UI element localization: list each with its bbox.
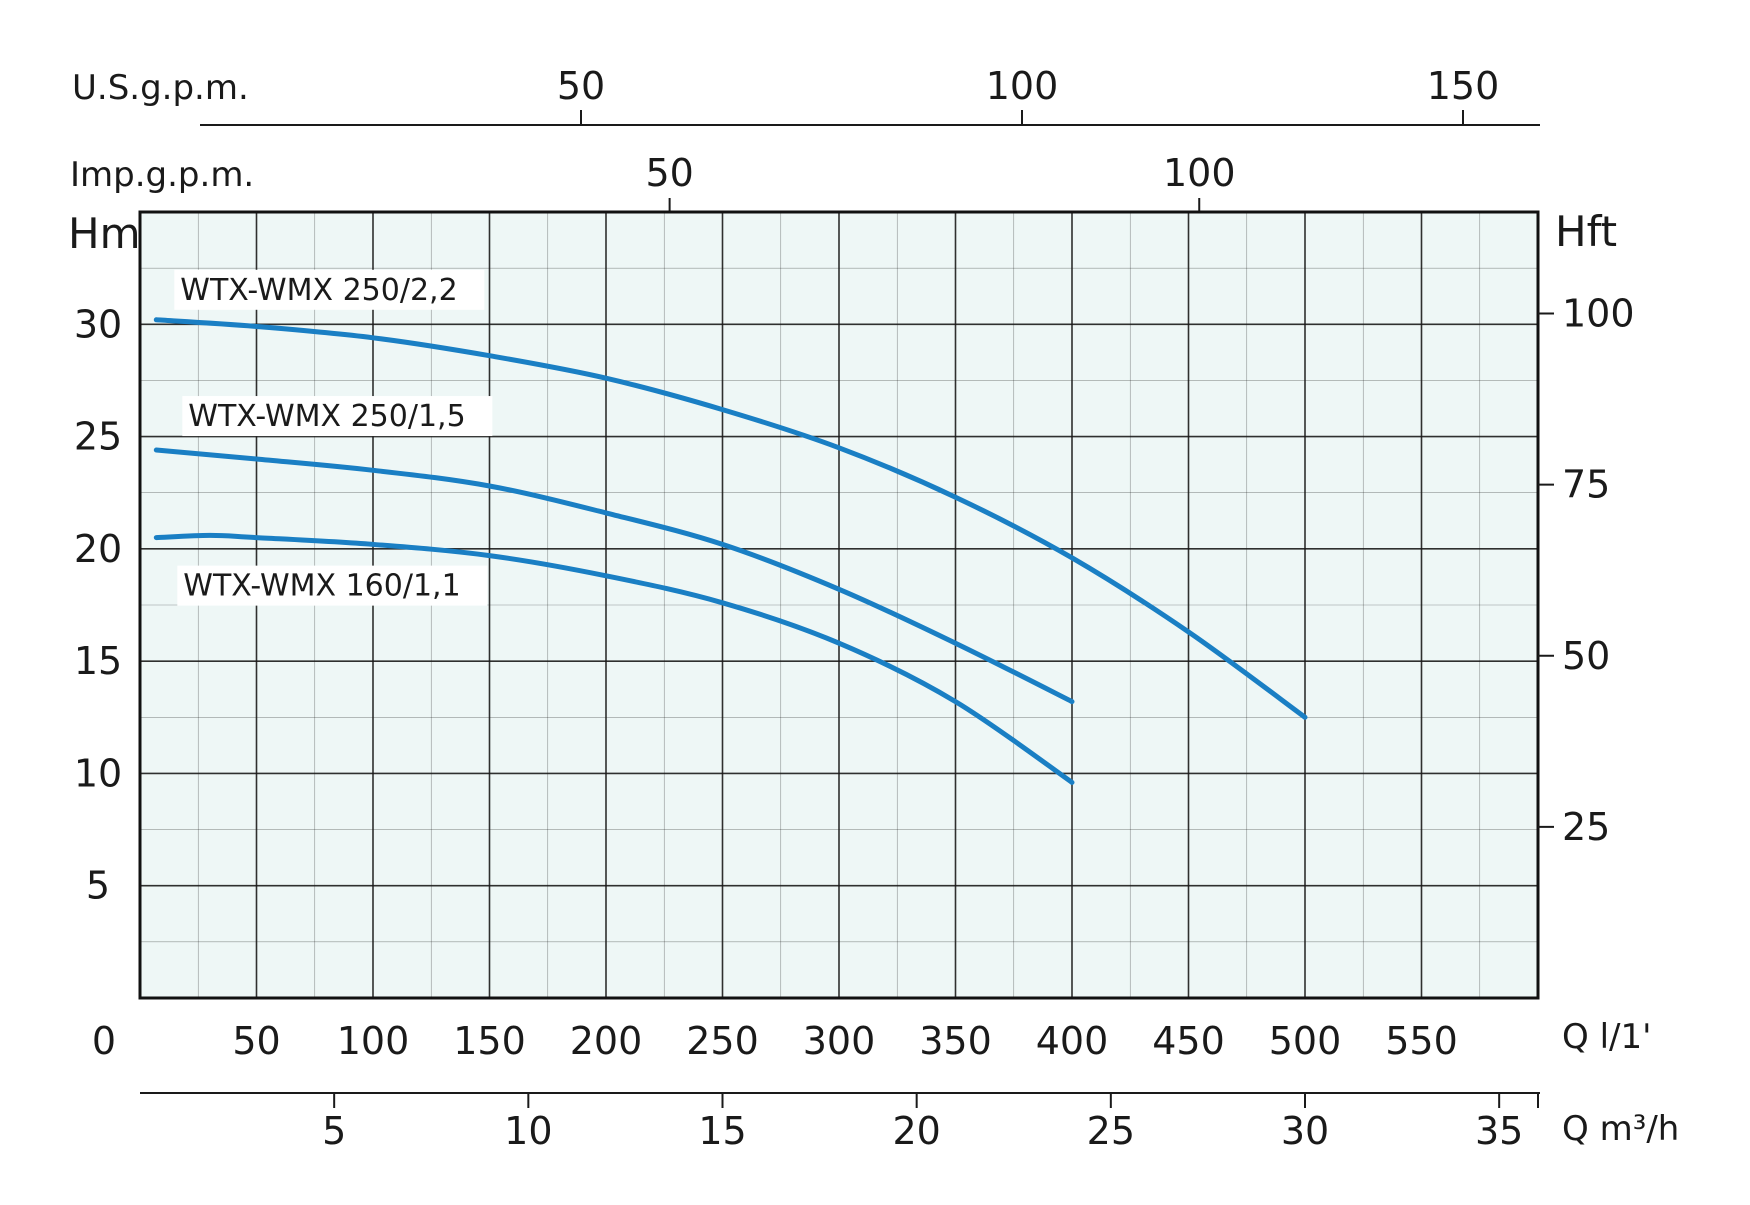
x-tick-label: 50	[232, 1019, 280, 1063]
usgpm-tick-label: 150	[1427, 64, 1500, 108]
m3h-tick-label: 35	[1475, 1109, 1523, 1153]
curve-line	[153, 447, 1075, 705]
x-tick-label: 450	[1152, 1019, 1225, 1063]
curve-label: WTX-WMX 250/2,2	[180, 273, 457, 308]
m3h-tick-label: 25	[1087, 1109, 1135, 1153]
y-right-tick-label: 50	[1562, 634, 1610, 678]
y-tick-label: 30	[74, 302, 122, 346]
y-right-axis-ticks: 25 50 75 100	[1538, 292, 1635, 849]
m3h-tick-label: 20	[892, 1109, 940, 1153]
usgpm-axis: U.S.g.p.m. 50 100 150	[72, 64, 1540, 126]
x-tick-label: 200	[570, 1019, 643, 1063]
curves	[153, 317, 1308, 785]
usgpm-axis-label: U.S.g.p.m.	[72, 68, 249, 108]
y-right-tick-label: 25	[1562, 805, 1610, 849]
impgpm-axis: Imp.g.p.m. 50 100	[70, 151, 1236, 212]
x-tick-label: 150	[453, 1019, 526, 1063]
curve-label: WTX-WMX 250/1,5	[188, 399, 465, 434]
m3h-tick-label: 5	[322, 1109, 346, 1153]
y-right-tick-label: 100	[1562, 292, 1635, 336]
y-axis-label: Hm	[68, 209, 141, 258]
curve-line	[153, 532, 1075, 785]
usgpm-tick-label: 50	[557, 64, 605, 108]
x-tick-label: 100	[337, 1019, 410, 1063]
curve-line	[153, 317, 1308, 720]
x-tick-label: 250	[686, 1019, 759, 1063]
y-right-tick-label: 75	[1562, 463, 1610, 507]
curve-label-bg	[174, 269, 485, 310]
x-axis-ticks: 0 50 100 150 200 250 300 350 400 450 500 550	[92, 1019, 1458, 1063]
usgpm-tick-label: 100	[986, 64, 1059, 108]
y-tick-label: 10	[74, 751, 122, 795]
y-tick-label: 5	[86, 864, 110, 908]
m3h-tick-label: 30	[1281, 1109, 1329, 1153]
y-axis-ticks: 5 10 15 20 25 30	[74, 302, 122, 907]
y-right-axis-label: Hft	[1555, 207, 1617, 256]
y-tick-label: 20	[74, 527, 122, 571]
x-tick-label: 550	[1385, 1019, 1458, 1063]
y-tick-label: 15	[74, 639, 122, 683]
curve-label-bg	[182, 396, 493, 437]
m3h-tick-label: 15	[698, 1109, 746, 1153]
x-tick-label: 350	[919, 1019, 992, 1063]
x-tick-label: 400	[1036, 1019, 1109, 1063]
m3h-tick-label: 10	[504, 1109, 552, 1153]
x-tick-label: 300	[803, 1019, 876, 1063]
curve-label: WTX-WMX 160/1,1	[183, 569, 460, 604]
curve-label-bg	[177, 565, 488, 606]
x-tick-label: 0	[92, 1019, 116, 1063]
impgpm-axis-label: Imp.g.p.m.	[70, 155, 254, 195]
m3h-axis-label: Q m³/h	[1562, 1109, 1679, 1149]
y-tick-label: 25	[74, 415, 122, 459]
x-tick-label: 500	[1269, 1019, 1342, 1063]
impgpm-tick-label: 50	[645, 151, 693, 195]
impgpm-tick-label: 100	[1163, 151, 1236, 195]
x-axis-label: Q l/1'	[1562, 1017, 1651, 1057]
curve-labels: WTX-WMX 250/2,2 WTX-WMX 250/1,5 WTX-WMX 16…	[174, 269, 493, 606]
plot-frame	[138, 210, 1540, 1000]
m3h-axis-ticks: 5 10 15 20 25 30 35	[322, 1093, 1523, 1153]
